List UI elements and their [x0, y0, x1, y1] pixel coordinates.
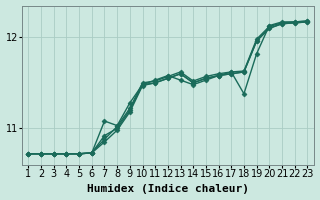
X-axis label: Humidex (Indice chaleur): Humidex (Indice chaleur) [87, 184, 249, 194]
